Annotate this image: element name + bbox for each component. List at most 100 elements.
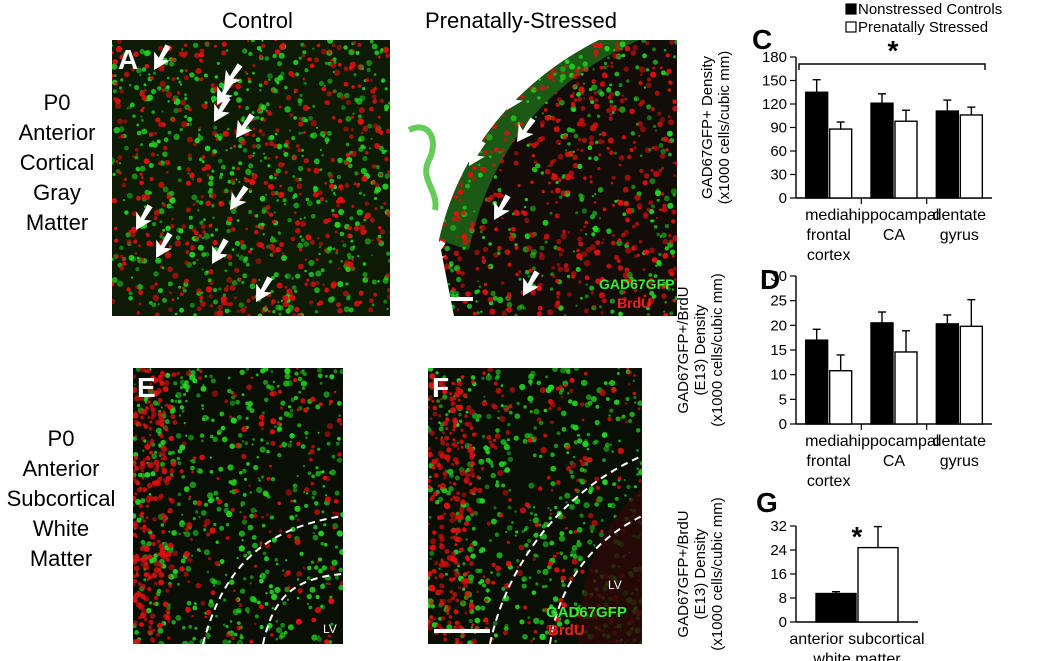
row-label-line: Anterior: [22, 456, 100, 481]
x-category-label: gyrus: [940, 453, 979, 470]
panel-letter-a: A: [118, 44, 139, 75]
y-axis-label: GAD67GFP+ Density(x1000 cells/cubic mm): [699, 51, 733, 204]
arrow-marker: [212, 238, 229, 264]
x-category-label: CA: [883, 453, 906, 470]
arrow-marker: [214, 96, 231, 122]
region-label-lv: LV: [323, 622, 337, 636]
micrograph-panel-a: A: [112, 40, 390, 316]
arrow-marker: [523, 270, 540, 296]
bar: [870, 102, 894, 199]
y-tick-label: 0: [779, 416, 787, 433]
y-tick-label: 60: [770, 143, 787, 160]
y-tick-label: 30: [770, 268, 787, 285]
x-category-label: anterior subcortical: [789, 631, 924, 648]
x-category-label: hippocampal: [849, 433, 940, 450]
y-tick-label: 0: [779, 190, 787, 207]
y-tick-label: 25: [770, 293, 787, 310]
arrow-marker: [156, 232, 173, 258]
y-tick-label: 150: [762, 73, 787, 90]
micrograph-image: [112, 40, 390, 316]
bar: [894, 120, 918, 199]
panel-letter-d: D: [760, 264, 780, 295]
row-label-gray-matter: P0 Anterior Cortical Gray Matter: [2, 88, 112, 238]
x-category-label: dentate: [933, 433, 986, 450]
arrow-marker: [217, 79, 234, 105]
stain-label-red: BrdU: [548, 622, 585, 639]
panel-letter-g: G: [756, 487, 778, 518]
bar: [828, 370, 853, 425]
boundary-line: [202, 515, 343, 644]
bar: [959, 325, 984, 425]
y-tick-label: 5: [779, 391, 787, 408]
x-category-label: dentate: [933, 207, 986, 224]
boundary-line: [262, 573, 343, 644]
row-label-line: Subcortical: [6, 486, 116, 511]
x-category-label: medial: [805, 433, 852, 450]
y-tick-label: 0: [779, 614, 787, 631]
x-category-label: CA: [883, 227, 906, 244]
x-category-label: frontal: [806, 453, 850, 470]
x-category-label: cortex: [807, 473, 851, 490]
row-label-line: White: [32, 516, 90, 541]
arrow-marker: [230, 185, 249, 210]
bar: [804, 91, 829, 199]
arrow-marker: [429, 240, 446, 266]
stain-label-green: GAD67GFP: [546, 604, 627, 621]
y-axis-label-line: (x1000 cells/cubic mm): [709, 497, 726, 650]
y-axis-label-line: GAD67GFP+/BrdU: [675, 510, 692, 637]
arrow-marker: [494, 194, 511, 220]
arrow-marker: [507, 84, 524, 110]
y-tick-label: 120: [762, 96, 787, 113]
scale-bar: [434, 629, 490, 633]
y-tick-label: 8: [779, 590, 787, 607]
cell-speckle-layer: [133, 368, 343, 644]
legend-label: Prenatally Stressed: [858, 19, 988, 36]
arrow-marker: [236, 113, 255, 138]
y-axis-label-line: (x1000 cells/cubic mm): [709, 273, 726, 426]
bar: [894, 351, 918, 425]
scale-bar: [407, 297, 473, 301]
bar: [815, 592, 857, 623]
bar: [935, 323, 960, 425]
x-category-label: white matter: [812, 651, 901, 661]
arrow-marker: [469, 140, 486, 166]
micrograph-image: [428, 368, 642, 644]
y-axis-label-line: (E13) Density: [692, 528, 709, 619]
micrograph-image: [133, 368, 343, 644]
y-axis-label-line: (E13) Density: [692, 304, 709, 395]
bar: [804, 339, 829, 425]
bar: [935, 110, 960, 199]
arrow-marker: [256, 276, 273, 302]
y-tick-label: 10: [770, 367, 787, 384]
micrograph-image: [399, 40, 677, 316]
legend-swatch: [845, 3, 857, 15]
y-tick-label: 30: [770, 167, 787, 184]
y-axis-label: GAD67GFP+/BrdU(E13) Density(x1000 cells/…: [675, 497, 726, 650]
significance-star: *: [888, 35, 899, 66]
row-label-line: P0: [43, 90, 71, 115]
x-category-label: frontal: [806, 227, 850, 244]
y-tick-label: 16: [770, 566, 787, 583]
micrograph-panel-f: F LV GAD67GFP BrdU: [428, 368, 642, 644]
significance-star: *: [852, 521, 863, 552]
bar: [857, 546, 899, 623]
bar: [828, 128, 853, 199]
x-category-label: cortex: [807, 247, 851, 264]
panel-letter-c: C: [752, 24, 772, 55]
stain-label-red: BrdU: [617, 295, 652, 311]
panel-letter-e: E: [137, 372, 156, 403]
legend-label: Nonstressed Controls: [858, 1, 1002, 18]
micrograph-panel-b: B GAD67GFP BrdU: [399, 40, 677, 316]
y-axis-label-line: GAD67GFP+ Density: [699, 56, 716, 199]
y-tick-label: 20: [770, 317, 787, 334]
y-tick-label: 15: [770, 342, 787, 359]
panel-letter-b: B: [405, 44, 426, 75]
arrow-marker: [136, 204, 153, 230]
row-label-line: P0: [47, 426, 75, 451]
row-label-line: Matter: [25, 210, 89, 235]
y-axis-label-line: (x1000 cells/cubic mm): [716, 51, 733, 204]
row-label-line: Anterior: [18, 120, 96, 145]
y-tick-label: 90: [770, 120, 787, 137]
bar: [959, 114, 984, 199]
